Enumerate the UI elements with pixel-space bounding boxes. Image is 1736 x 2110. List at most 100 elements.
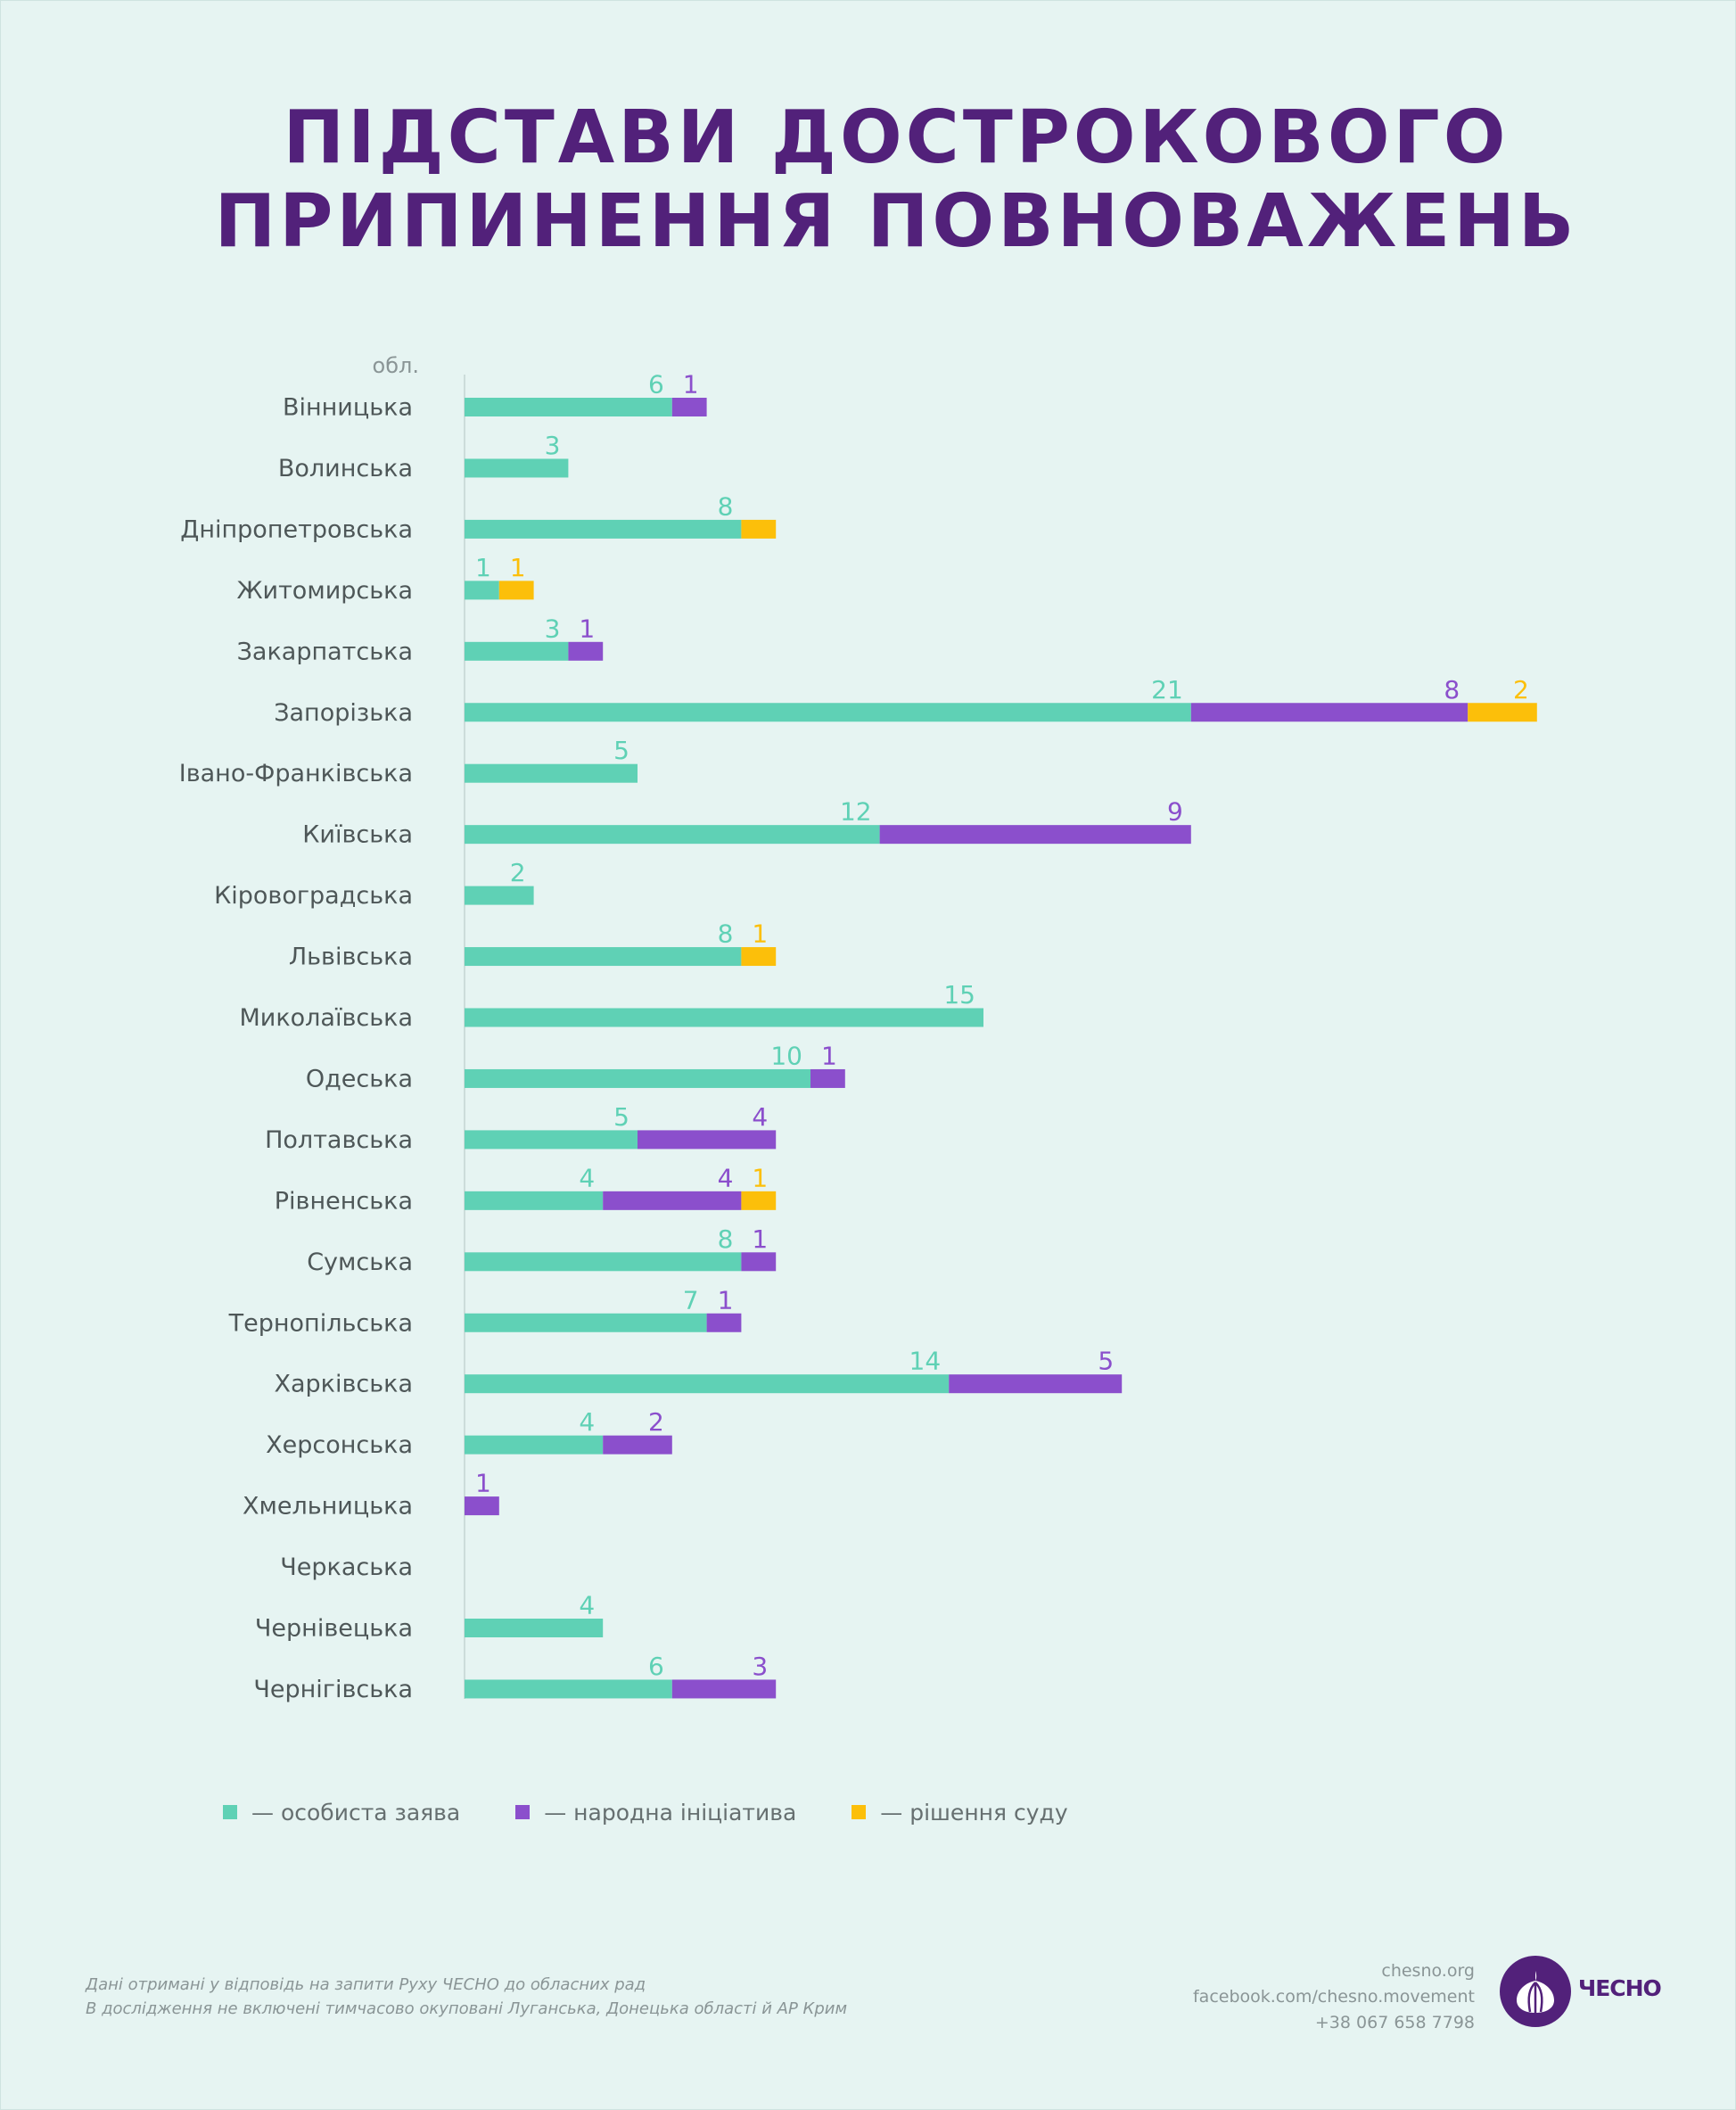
- category-label: Тернопільська: [228, 1309, 413, 1337]
- data-label-people: 1: [752, 1224, 768, 1254]
- garlic-icon: [1517, 1971, 1554, 2013]
- bar-segment-personal: [465, 1068, 810, 1088]
- category-label: Чернівецька: [255, 1615, 413, 1643]
- bar-segment-people: [879, 825, 1191, 845]
- garlic-logo-icon: [1500, 1956, 1571, 2027]
- contacts: chesno.org facebook.com/chesno.movement …: [1193, 1958, 1475, 2036]
- bar-segment-personal: [465, 1435, 604, 1455]
- data-label-personal: 4: [579, 1591, 595, 1620]
- category-label: Закарпатська: [237, 638, 413, 665]
- category-label: Запорізька: [274, 699, 413, 727]
- legend-swatch-court: [852, 1805, 867, 1819]
- title-line-2: ПРИПИНЕННЯ ПОВНОВАЖЕНЬ: [214, 179, 1578, 264]
- data-label-personal: 15: [943, 980, 975, 1010]
- facebook-link[interactable]: facebook.com/chesno.movement: [1192, 1987, 1475, 2007]
- legend-label-people: — народна ініціатива: [544, 1799, 797, 1826]
- category-label: Львівська: [289, 944, 413, 971]
- bar-segment-people: [465, 1496, 499, 1516]
- data-label-personal: 8: [718, 919, 734, 949]
- data-label-personal: 4: [579, 1163, 595, 1192]
- data-label-personal: 8: [718, 1224, 734, 1254]
- data-label-personal: 5: [613, 736, 629, 765]
- bar-segment-people: [1190, 703, 1469, 722]
- bar-segment-personal: [465, 1130, 638, 1150]
- category-label: Київська: [302, 821, 413, 849]
- data-label-people: 1: [821, 1041, 837, 1070]
- data-label-court: 1: [752, 1163, 768, 1192]
- data-label-people: 3: [752, 1652, 768, 1681]
- bar-segment-personal: [465, 519, 742, 539]
- bar-segment-personal: [465, 1679, 672, 1699]
- legend-item-people: — народна ініціатива: [515, 1800, 796, 1826]
- bar-segment-personal: [465, 1252, 742, 1272]
- bar-segment-court: [741, 947, 777, 967]
- chart-legend: — особиста заява — народна ініціатива — …: [223, 1794, 1123, 1830]
- bar-segment-personal: [465, 703, 1191, 722]
- bar-segment-people: [810, 1068, 845, 1088]
- legend-label-personal: — особиста заява: [251, 1799, 461, 1826]
- data-label-personal: 6: [648, 370, 664, 400]
- bar-segment-personal: [465, 1619, 604, 1637]
- bar-segment-court: [498, 581, 534, 600]
- legend-label-court: — рішення суду: [880, 1799, 1068, 1826]
- bar-segment-people: [603, 1191, 742, 1210]
- category-label: Сумська: [307, 1249, 413, 1276]
- data-label-personal: 7: [683, 1285, 699, 1315]
- category-label: Волинська: [278, 455, 413, 482]
- legend-item-court: — рішення суду: [852, 1799, 1068, 1826]
- data-label-people: 4: [752, 1102, 768, 1132]
- bar-segment-people: [603, 1435, 672, 1455]
- data-label-personal: 5: [613, 1102, 629, 1132]
- category-label: Івано-Франківська: [179, 760, 413, 787]
- category-label: Черкаська: [280, 1554, 413, 1581]
- data-label-people: 9: [1167, 797, 1183, 827]
- data-label-people: 1: [475, 1469, 491, 1498]
- data-label-people: 1: [579, 614, 595, 643]
- bar-segment-people: [638, 1130, 777, 1150]
- category-label: Херсонська: [266, 1431, 413, 1459]
- bar-segment-personal: [465, 641, 569, 661]
- bar-segment-court: [741, 1191, 777, 1210]
- bar-segment-people: [706, 1313, 742, 1332]
- bar-segment-personal: [465, 886, 534, 905]
- title-line-1: ПІДСТАВИ ДОСТРОКОВОГО: [283, 95, 1510, 180]
- site-link[interactable]: chesno.org: [1381, 1961, 1475, 1981]
- data-label-personal: 6: [648, 1652, 664, 1681]
- legend-swatch-personal: [223, 1805, 237, 1819]
- legend-swatch-people: [515, 1805, 531, 1819]
- category-label: Житомирська: [236, 577, 413, 605]
- category-label: Миколаївська: [240, 1004, 414, 1032]
- page-title: ПІДСТАВИ ДОСТРОКОВОГО ПРИПИНЕННЯ ПОВНОВА…: [0, 96, 1736, 264]
- data-label-people: 4: [718, 1163, 734, 1192]
- data-label-personal: 1: [475, 553, 491, 582]
- category-label: Чернігівська: [253, 1676, 413, 1703]
- bar-segment-people: [949, 1374, 1123, 1394]
- bar-segment-people: [741, 1252, 777, 1272]
- bar-segment-people: [671, 398, 707, 416]
- data-label-personal: 2: [510, 858, 526, 887]
- bar-segment-personal: [465, 398, 672, 416]
- bar-segment-personal: [465, 825, 880, 845]
- data-label-personal: 10: [770, 1041, 802, 1070]
- data-label-people: 1: [683, 370, 699, 400]
- data-label-court: 2: [1513, 675, 1529, 705]
- bar-segment-personal: [465, 1374, 950, 1394]
- bar-segment-personal: [465, 763, 638, 783]
- data-label-personal: 4: [579, 1407, 595, 1437]
- data-label-personal: 12: [840, 797, 872, 827]
- bar-segment-personal: [465, 947, 742, 967]
- phone-number: +38 067 658 7798: [1314, 2013, 1475, 2032]
- category-label: Рівненська: [275, 1187, 413, 1215]
- data-label-court: 1: [510, 553, 526, 582]
- bar-segment-court: [741, 519, 777, 539]
- category-label: Полтавська: [265, 1126, 413, 1154]
- category-label: Вінницька: [283, 394, 413, 422]
- category-label: Хмельницька: [243, 1493, 413, 1521]
- data-label-personal: 21: [1151, 675, 1183, 705]
- category-label: Кіровоградська: [214, 882, 413, 910]
- bar-segment-personal: [465, 1313, 707, 1332]
- data-label-court: 1: [752, 919, 768, 949]
- category-label: Дніпропетровська: [180, 515, 413, 543]
- category-label: Харківська: [274, 1371, 413, 1398]
